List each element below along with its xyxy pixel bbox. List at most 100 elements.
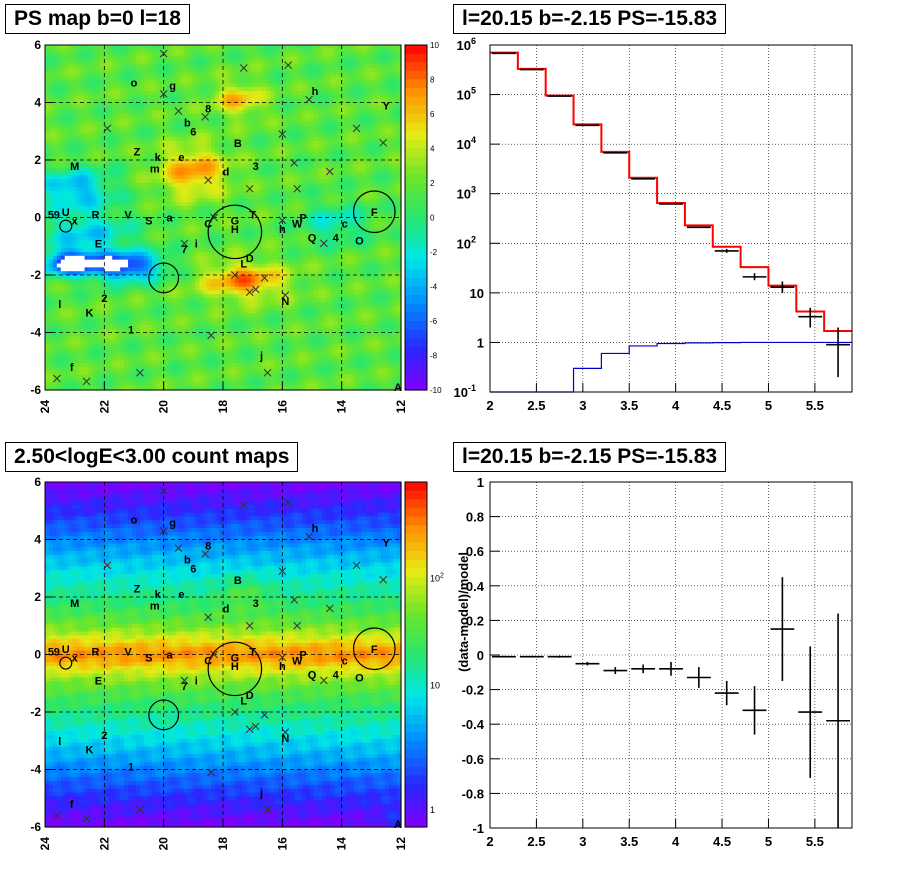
map-cell [203,60,208,65]
map-cell [104,336,109,341]
map-cell [219,48,224,54]
map-cell [68,324,74,330]
map-cell [92,317,98,322]
map-cell [207,267,212,272]
map-cell [207,194,212,199]
map-cell [80,102,86,107]
map-cell [64,91,70,96]
map-cell [226,179,232,184]
map-cell [64,110,70,115]
map-cell [203,102,208,107]
map-cell [167,194,173,199]
map-cell [124,309,129,314]
map-cell [254,186,260,192]
map-cell [250,229,256,234]
map-cell [159,321,165,326]
map-cell [88,56,94,61]
map-cell [215,213,220,219]
map-cell [56,286,62,291]
map-cell [88,282,94,288]
map-cell [175,71,181,77]
map-cell [64,45,70,50]
map-cell [56,129,62,134]
map-cell [48,156,54,161]
map-cell [143,140,149,146]
map-cell [139,347,145,353]
map-cell [226,152,232,157]
map-cell [76,60,82,65]
map-cell [258,282,264,288]
map-cell [234,221,240,226]
map-cell [199,363,204,368]
map-cell [183,252,188,257]
map-cell [88,255,94,261]
map-cell [258,344,264,349]
map-cell [219,148,224,153]
map-cell [92,378,98,383]
map-cell [183,83,188,88]
map-cell [179,79,185,84]
map-cell [68,106,74,111]
map-cell [112,290,117,295]
map-cell [199,305,204,311]
map-cell [191,114,196,119]
map-cell [155,221,161,226]
map-cell [179,324,185,330]
map-cell [92,263,98,268]
map-cell [76,206,82,211]
map-cell [203,313,208,318]
map-cell [96,71,101,77]
map-cell [96,206,101,211]
map-cell [203,355,208,360]
map-cell [68,144,74,150]
map-cell [191,298,196,303]
map-cell [128,45,133,50]
map-cell [199,45,204,50]
map-cell [104,144,109,150]
map-cell [258,298,264,303]
map-cell [207,110,212,115]
map-cell [68,121,74,127]
map-cell [120,278,125,284]
map-cell [179,206,185,211]
map-cell [64,48,70,54]
map-cell [72,198,78,203]
map-cell [116,125,121,130]
map-cell [56,248,62,253]
map-cell [191,140,196,146]
map-cell [139,198,145,203]
map-cell [132,336,137,341]
map-cell [159,114,165,119]
map-cell [215,121,220,127]
map-cell [230,267,236,272]
map-cell [207,209,212,215]
map-cell [163,355,169,360]
map-cell [72,229,78,234]
map-cell [120,129,125,134]
map-cell [108,355,113,360]
map-cell [258,75,264,81]
map-cell [100,171,105,176]
map-cell [60,309,66,314]
map-cell [135,148,141,153]
map-cell [183,68,188,73]
map-cell [68,255,74,261]
map-cell [238,321,244,326]
map-cell [199,114,204,119]
map-cell [132,152,137,157]
map-cell [48,183,54,188]
map-cell [155,252,161,257]
map-cell [175,298,181,303]
map-cell [211,386,216,391]
map-cell [203,359,208,364]
map-cell [48,52,54,58]
map-cell [147,163,153,169]
map-cell [250,137,256,142]
map-cell [76,328,82,334]
map-cell [187,156,192,161]
map-cell [52,221,58,226]
map-cell [155,351,161,357]
map-cell [199,144,204,150]
map-cell [96,110,101,115]
map-cell [68,305,74,311]
